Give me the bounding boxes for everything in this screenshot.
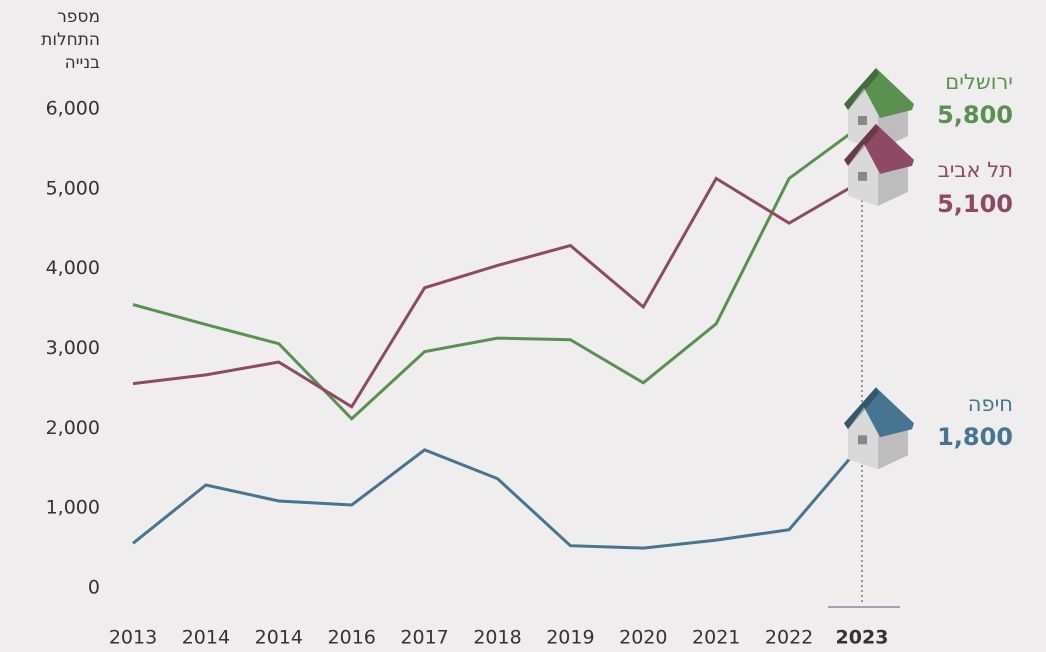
house-roof: [844, 387, 914, 438]
x-tick-label: 2019: [546, 627, 594, 649]
value-label: 5,100: [937, 190, 1013, 218]
x-tick-label: 2016: [328, 627, 376, 649]
y-tick-label: 6,000: [46, 98, 100, 120]
value-label: 1,800: [937, 423, 1013, 451]
x-tick-label: 2021: [692, 627, 740, 649]
house-roof-edge: [844, 387, 879, 430]
house-roof-edge: [844, 123, 879, 166]
y-axis-label: מספר: [57, 7, 100, 27]
house-side: [878, 425, 908, 470]
x-tick-label: 2020: [619, 627, 667, 649]
house-window: [858, 435, 867, 445]
house-icon: [844, 123, 914, 206]
y-tick-label: 0: [88, 577, 100, 599]
x-tick-label: 2023: [836, 627, 889, 649]
series-line: [132, 176, 863, 409]
x-tick-label: 2017: [400, 627, 448, 649]
y-tick-label: 5,000: [46, 177, 100, 199]
series-name: ירושלים: [945, 70, 1013, 94]
x-tick-label: 2013: [109, 627, 157, 649]
series-line: [132, 123, 863, 421]
y-tick-label: 3,000: [46, 337, 100, 359]
y-tick-label: 1,000: [46, 497, 100, 519]
x-tick-label: 2014: [255, 627, 303, 649]
series-name: חיפה: [968, 392, 1013, 416]
house-icon: [844, 387, 914, 470]
series-name: תל אביב: [938, 158, 1013, 182]
x-tick-label: 2022: [765, 627, 813, 649]
house-roof: [844, 67, 914, 118]
house-window: [858, 115, 867, 125]
house-window: [858, 171, 867, 181]
house-roof: [844, 123, 914, 174]
series-line: [132, 443, 864, 550]
value-label: 5,800: [937, 101, 1013, 129]
x-tick-label: 2018: [473, 627, 521, 649]
y-tick-label: 4,000: [46, 257, 100, 279]
y-axis-label: התחלות: [41, 30, 100, 50]
house-side: [878, 161, 908, 206]
house-roof-edge: [844, 67, 879, 110]
x-tick-label: 2014: [182, 627, 230, 649]
y-axis-label: בנייה: [65, 53, 101, 73]
y-tick-label: 2,000: [46, 417, 100, 439]
